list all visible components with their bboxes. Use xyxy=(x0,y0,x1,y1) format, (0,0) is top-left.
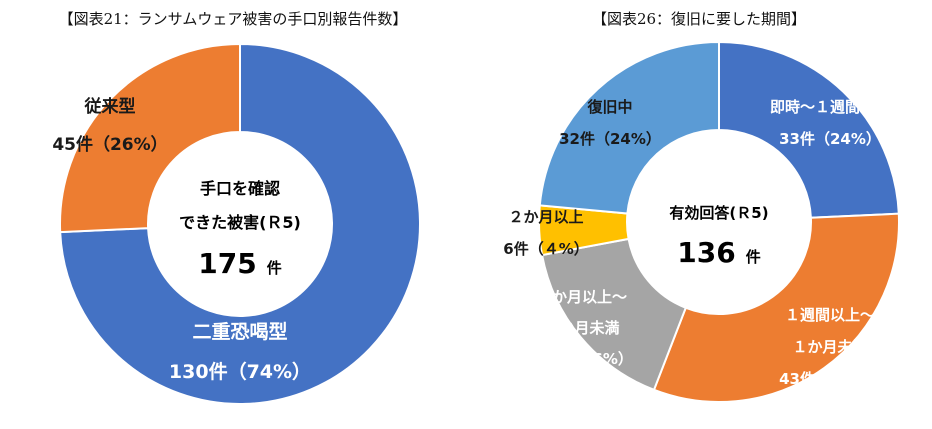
center-label-line1: 手口を確認 xyxy=(200,179,280,198)
center-total: 175 xyxy=(198,247,256,280)
slice-label-recovering: 復旧中 xyxy=(586,98,632,116)
chart-title: 【図表21：ランサムウェア被害の手口別報告件数】 xyxy=(58,10,408,28)
attack-method-slice-0 xyxy=(59,42,421,405)
center-total-group: 175 件 xyxy=(198,247,281,280)
donut-chart-attack-methods: 手口を確認 できた被害(Ｒ5) 175 件 二重恐喝型 130件（74%） 従来型… xyxy=(52,42,421,405)
attack-method-slice-1 xyxy=(59,42,241,234)
recovery-period-slice-2 xyxy=(540,237,688,392)
slice-label-traditional: 従来型 xyxy=(84,96,136,117)
slice-label-one-month-line1: １か月以上～ xyxy=(537,288,627,306)
slice-value-recovering: 32件（24%） xyxy=(559,130,661,148)
recovery-period-slice-4 xyxy=(538,40,720,215)
slice-label-one-week-line2: １か月未満 xyxy=(792,338,867,356)
chart-title: 【図表26：復旧に要した期間】 xyxy=(591,10,807,28)
slice-label-immediate: 即時～１週間未満 xyxy=(770,98,890,116)
slice-value-double-extortion: 130件（74%） xyxy=(169,360,311,383)
slice-value-two-months: 6件（４%） xyxy=(503,240,588,258)
donut-chart-recovery-period: 有効回答(Ｒ5) 136 件 即時～１週間未満 33件（24%） １週間以上～ １… xyxy=(503,40,900,403)
chart-panel-attack-methods: 【図表21：ランサムウェア被害の手口別報告件数】 手口を確認 できた被害(Ｒ5)… xyxy=(52,10,421,405)
slice-label-one-week-line1: １週間以上～ xyxy=(785,306,875,324)
slice-label-double-extortion: 二重恐喝型 xyxy=(192,320,287,343)
slice-value-one-month: 22件（16%） xyxy=(531,350,633,368)
recovery-period-slice-0 xyxy=(718,40,900,219)
center-total: 136 xyxy=(677,236,735,269)
center-label-line1: 有効回答(Ｒ5) xyxy=(669,204,768,222)
center-label-line2: できた被害(Ｒ5) xyxy=(179,213,301,232)
center-unit: 件 xyxy=(746,248,761,266)
slice-value-one-week: 43件（32%） xyxy=(779,370,881,388)
slice-label-one-month-line2: ２か月未満 xyxy=(544,319,619,337)
chart-panel-recovery-period: 【図表26：復旧に要した期間】 有効回答(Ｒ5) 136 件 即時～１週間未満 3… xyxy=(466,0,932,429)
center-total-group: 136 件 xyxy=(677,236,760,269)
slice-value-traditional: 45件（26%） xyxy=(52,134,167,155)
slice-value-immediate: 33件（24%） xyxy=(779,130,881,148)
recovery-period-slice-1 xyxy=(652,212,900,403)
center-unit: 件 xyxy=(267,259,282,277)
slice-label-two-months: ２か月以上 xyxy=(508,208,583,226)
